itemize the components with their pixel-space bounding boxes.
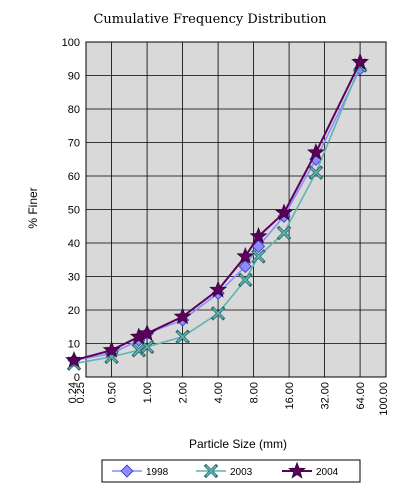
series-2004 <box>65 52 370 368</box>
data-point <box>210 306 226 321</box>
data-point <box>307 143 325 161</box>
legend-label: 2004 <box>316 467 339 478</box>
x-tick-label: 4.00 <box>213 382 225 403</box>
x-tick-label: 100.00 <box>378 382 390 416</box>
data-point <box>238 272 253 288</box>
x-tick-label: 8.00 <box>249 382 261 403</box>
x-tick-label: 0.50 <box>107 382 119 403</box>
y-axis-label: % Finer <box>26 187 40 228</box>
y-tick-label: 80 <box>68 104 80 116</box>
legend-label: 1998 <box>146 467 169 478</box>
y-tick-label: 50 <box>68 205 80 217</box>
x-axis-label: Particle Size (mm) <box>189 437 287 451</box>
legend-swatch-marker <box>120 464 134 478</box>
legend-box <box>101 459 361 483</box>
data-point <box>175 329 190 345</box>
legend-item-2004: 2004 <box>282 461 339 479</box>
data-point <box>351 52 370 70</box>
legend-swatch-marker <box>203 463 219 479</box>
legend: 1998 2003 2004 <box>112 461 339 479</box>
data-point <box>209 280 228 298</box>
y-tick-label: 90 <box>68 71 80 83</box>
legend-swatch-marker <box>288 461 306 479</box>
chart-title: Cumulative Frequency Distribution <box>93 12 327 27</box>
data-point <box>173 307 192 325</box>
y-tick-label: 20 <box>68 305 80 317</box>
x-tick-label: 64.00 <box>355 382 367 410</box>
x-tick-label: 16.00 <box>284 382 296 410</box>
y-tick-label: 10 <box>68 339 80 351</box>
legend-item-2003: 2003 <box>196 463 253 479</box>
x-tick-label: 0.25 <box>75 382 87 403</box>
data-point <box>276 225 292 241</box>
data-point <box>138 324 156 341</box>
x-tick-label: 2.00 <box>178 382 190 403</box>
legend-item-1998: 1998 <box>112 464 169 478</box>
data-point <box>238 259 252 274</box>
x-axis-ticks: 0.240.25 0.50 1.00 2.00 4.00 8.00 16.00 32.00 64… <box>67 382 390 416</box>
y-axis-ticks: 0 10 20 30 40 50 60 70 80 90 100 <box>62 37 80 384</box>
series-layer <box>65 52 370 371</box>
y-tick-label: 60 <box>68 171 80 183</box>
grid <box>86 42 386 377</box>
y-tick-label: 40 <box>68 238 80 250</box>
data-point <box>236 247 255 264</box>
data-point <box>251 239 266 253</box>
legend-label: 2003 <box>230 467 253 478</box>
data-point <box>65 350 83 368</box>
y-tick-label: 100 <box>62 37 80 49</box>
x-tick-label: 0.24 <box>67 382 79 403</box>
y-tick-label: 0 <box>74 372 80 384</box>
data-point <box>102 340 121 358</box>
data-point <box>275 203 293 221</box>
x-tick-label: 32.00 <box>320 382 332 410</box>
data-point <box>308 165 324 180</box>
x-tick-label: 1.00 <box>142 382 154 403</box>
data-point <box>251 249 266 264</box>
data-point <box>249 226 268 244</box>
y-tick-label: 30 <box>68 272 80 284</box>
y-tick-label: 70 <box>68 138 80 150</box>
